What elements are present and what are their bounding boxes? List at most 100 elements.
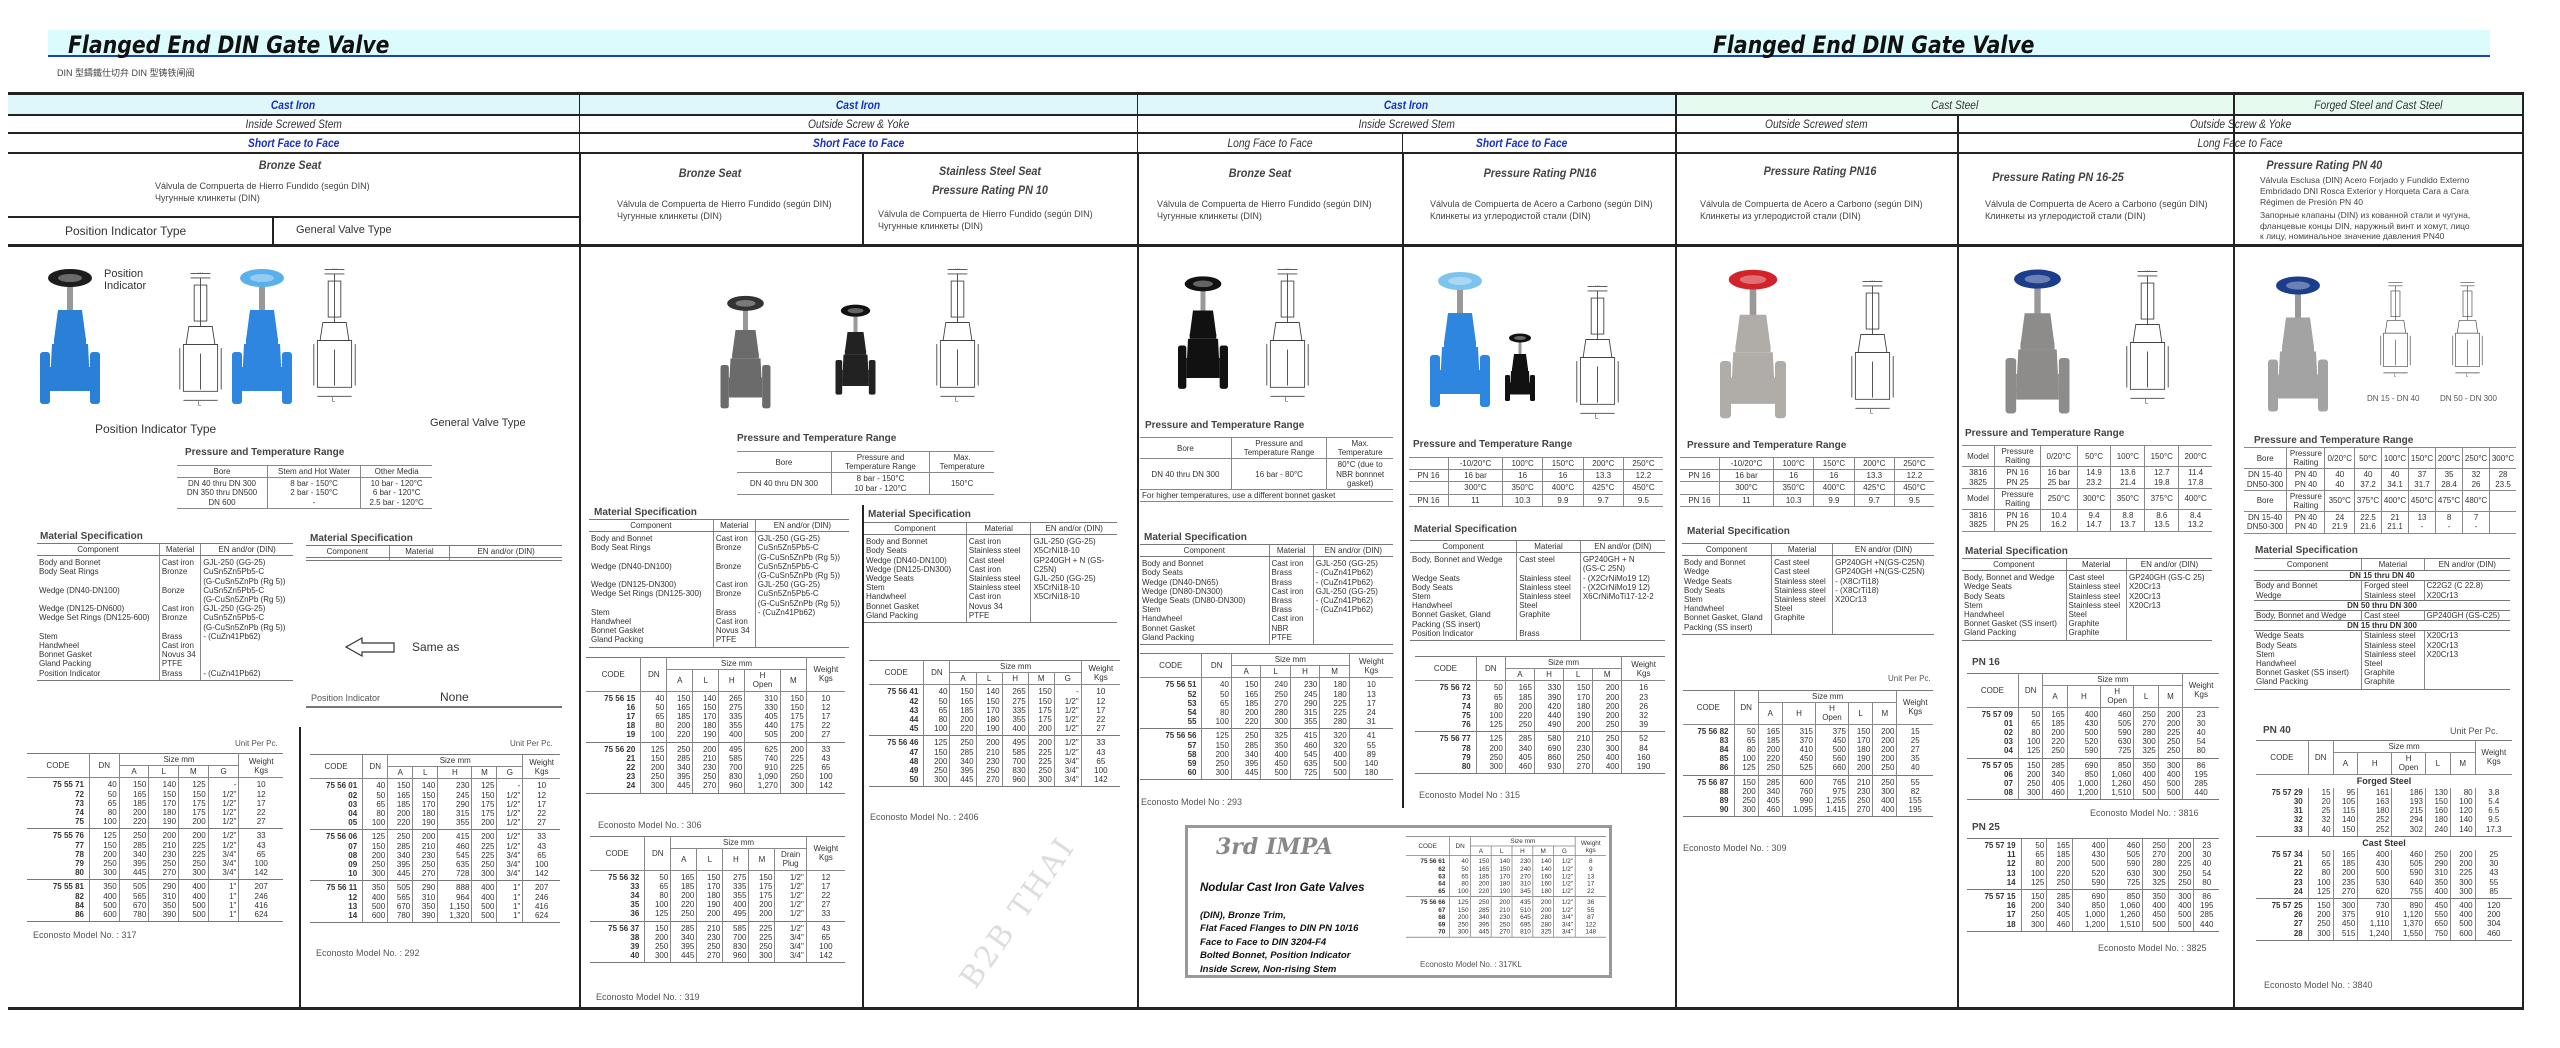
table-cell: 230 [696,932,723,943]
table-cell: Pressure and Temperature Range [830,450,931,474]
table-cell: 18 [1967,919,2022,932]
table-cell: 340 [1230,749,1261,760]
table-cell: 142 [805,781,845,794]
table-cell: 400 [2449,898,2476,911]
table-cell: 325 [1260,728,1291,741]
table-cell: 207 [238,879,283,892]
table-cell: 250 [2017,779,2043,789]
table-cell: 355 [437,818,472,830]
unit-label: Unit Per Pc. [2450,726,2499,736]
table-cell: Body and Bonnet [1142,559,1204,569]
table-cell: Stem [39,631,58,641]
table-cell: 220 [118,817,149,829]
table-cell: 650 [2425,919,2451,929]
table-cell: Handwheel [1412,601,1453,611]
pn40-heading: PN 40 [2263,725,2291,736]
table-cell: 80 [362,809,388,819]
valve-dimension-drawing [178,272,223,408]
table-cell: 13.6 21.4 [2110,466,2146,489]
table-row: 52 50 165 250 245 180 13 [1140,689,1393,699]
table-cell: Body, Bonnet and Wedge [2256,611,2347,621]
table-cell: 80 [1475,701,1506,712]
table-cell: 180 [696,891,723,901]
table-cell: 280 [1319,717,1350,729]
table-cell: 190 [696,900,723,910]
table-cell: 80°C (due to NBR bonnnet gasket) [1326,458,1393,491]
header-c1-title: Bronze Seat [258,158,322,172]
table-cell: 60 [1140,768,1202,781]
table-cell: Body Seats [1964,591,2005,601]
table-cell: Brass [1268,596,1314,606]
column-header: DN [644,836,672,871]
table-cell: 220 [666,730,693,743]
table-cell: 9.7 [1582,493,1624,507]
table-row: Handwheel Steel [1962,610,2212,620]
table-cell: 765 [1814,774,1849,787]
table-cell: 505 [744,730,781,743]
table-cell: 13 [1574,872,1606,881]
table-cell: 75 56 41 [869,684,924,697]
table-cell: 150 [2017,757,2043,770]
column-header: Weight Kgs [805,657,845,692]
table-cell: 150°C [2144,444,2180,468]
table-cell: 21 [2293,859,2303,869]
table-cell: 200°C [1582,456,1624,471]
table-cell: Bonnet Gasket, Gland Packing (SS insert) [1412,610,1491,629]
table-cell: Graphite [2361,677,2425,690]
table-cell: 580 [1533,731,1564,744]
table-cell: 100 [1080,766,1120,776]
table-row: 27 250 450 1,110 1,370 650 500 304 [2256,919,2512,929]
table-cell: 200 [640,763,667,773]
table-cell: 10 [1348,677,1393,690]
table-cell: 185 [2332,859,2358,869]
valve-dimension-drawing [935,268,980,404]
table: Bore Stem and Hot Water Other Media DN 40 t… [177,464,432,509]
table-cell: 150 [779,690,807,703]
table-cell: 01 [2004,718,2013,728]
table-cell: 930 [1533,762,1564,775]
table-cell: 400 [2357,850,2392,860]
band-material-4: Cast Steel [1676,95,2234,114]
table-cell: 200 [148,828,179,841]
table-cell [1680,456,1720,471]
table-cell: 200 [1847,763,1873,776]
table-cell: 150 [1733,774,1759,787]
table-cell: 1/2" [496,829,523,842]
table-cell: 42 [909,696,919,706]
table-cell: 520 [2066,737,2101,747]
table-cell: 65 [238,849,283,860]
valve-dimension-drawing [1575,285,1620,421]
column-header: L [1847,702,1874,725]
band-material-2: Cast Iron [580,95,1138,114]
table-cell [388,557,450,562]
table-cell: 32 [1621,711,1665,721]
table-cell: Graphite [1516,610,1581,629]
table-cell: 500 [2066,728,2101,738]
column-header: DN [362,753,389,780]
table-cell: - (CuZn41Pb62) [1312,568,1393,578]
table-cell: 1/2" [1553,872,1576,881]
pn25-heading: PN 25 [1972,822,2000,833]
table-cell: Wedge (DN40-DN100) [39,585,120,595]
table-cell: 300 [471,869,497,881]
table-cell: 440 [2193,919,2219,932]
table-cell: 300 [2157,757,2183,770]
table-row: 75 56 20 125 250 200 495 625 200 33 [586,741,845,754]
table-header-row: CODE DN Size mm Weight Kgs [2256,739,2512,775]
column-header: L [2425,752,2451,775]
column-header: A [119,765,150,779]
table-cell: Steel [1771,604,1833,614]
table-cell: 780 [387,911,413,924]
size-table: CODE DN Size mm Weight Kgs A H H Open L M Forged … [2256,739,2512,941]
table-cell: 390 [412,911,438,924]
table-row: 78 200 340 230 225 3/4" 65 [27,849,283,860]
table-cell: - [207,777,239,790]
table-cell: Bronze [158,613,201,632]
table-cell: 163 [2357,797,2392,807]
table-cell: 1/2" [774,920,807,933]
column-header: M [1027,672,1055,686]
table-row: Wedge Seats Stainless steel X20Cr13 [1962,582,2212,592]
table-cell: 1,510 [2100,788,2134,801]
column-header: Component [589,518,714,533]
